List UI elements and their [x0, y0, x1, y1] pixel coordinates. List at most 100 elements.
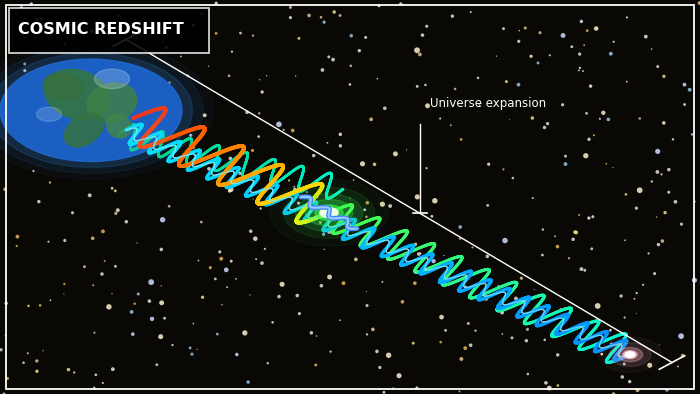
- Circle shape: [284, 187, 374, 238]
- Point: [373, 2, 384, 9]
- Point: [146, 279, 157, 285]
- Point: [357, 161, 368, 167]
- Point: [413, 251, 424, 257]
- Point: [132, 240, 143, 246]
- Circle shape: [305, 199, 353, 226]
- Point: [158, 39, 169, 46]
- Point: [519, 25, 531, 31]
- Point: [204, 166, 215, 172]
- Point: [306, 330, 317, 336]
- Point: [120, 219, 132, 225]
- Point: [544, 52, 555, 58]
- Point: [646, 178, 657, 185]
- Point: [325, 348, 336, 355]
- Point: [338, 280, 349, 286]
- Point: [261, 72, 272, 79]
- Point: [576, 18, 587, 24]
- Point: [482, 253, 493, 260]
- Point: [361, 303, 372, 309]
- Point: [586, 245, 597, 252]
- Point: [285, 15, 296, 21]
- Point: [97, 380, 108, 386]
- Point: [104, 304, 115, 310]
- Point: [204, 264, 216, 271]
- Point: [608, 39, 620, 45]
- Point: [192, 346, 203, 353]
- Point: [694, 0, 700, 6]
- Point: [498, 166, 509, 173]
- Point: [369, 161, 380, 167]
- Circle shape: [320, 208, 338, 218]
- Point: [146, 316, 158, 322]
- Ellipse shape: [64, 113, 104, 147]
- Point: [684, 87, 695, 93]
- Point: [679, 101, 690, 108]
- Point: [445, 122, 456, 128]
- Point: [335, 131, 346, 138]
- Point: [537, 252, 548, 258]
- Point: [316, 282, 327, 289]
- Point: [110, 263, 121, 269]
- Point: [245, 228, 256, 234]
- Ellipse shape: [87, 83, 137, 122]
- Point: [360, 214, 372, 220]
- Point: [414, 51, 426, 58]
- Point: [634, 187, 645, 193]
- Point: [28, 168, 39, 174]
- Point: [634, 115, 645, 122]
- Point: [467, 244, 478, 251]
- Point: [88, 282, 99, 288]
- Point: [225, 186, 237, 193]
- Point: [440, 327, 452, 333]
- Point: [273, 121, 284, 128]
- Point: [676, 333, 687, 339]
- Point: [438, 252, 449, 258]
- Point: [290, 73, 301, 79]
- Point: [420, 82, 431, 88]
- Point: [12, 234, 23, 240]
- Point: [679, 82, 690, 88]
- Circle shape: [0, 59, 182, 162]
- Point: [346, 33, 357, 39]
- Point: [552, 382, 564, 388]
- Point: [127, 331, 139, 337]
- Point: [378, 389, 389, 394]
- Point: [185, 132, 196, 139]
- Circle shape: [625, 352, 635, 357]
- Point: [564, 255, 575, 261]
- Point: [193, 257, 204, 264]
- Point: [126, 309, 137, 315]
- Point: [36, 16, 48, 22]
- Point: [383, 352, 394, 359]
- Point: [603, 116, 614, 123]
- Point: [619, 314, 630, 321]
- Point: [374, 364, 386, 371]
- Point: [63, 366, 74, 373]
- Circle shape: [315, 205, 343, 221]
- Point: [521, 338, 532, 344]
- Point: [188, 320, 199, 327]
- Point: [421, 23, 433, 30]
- Point: [156, 300, 167, 306]
- Point: [166, 142, 177, 148]
- Point: [22, 350, 34, 357]
- Point: [69, 114, 80, 120]
- Point: [48, 99, 59, 105]
- Point: [71, 97, 83, 103]
- Point: [97, 228, 108, 234]
- Point: [552, 243, 563, 250]
- Point: [292, 292, 303, 299]
- Point: [417, 32, 428, 38]
- Point: [59, 41, 70, 47]
- Point: [31, 30, 42, 36]
- Point: [133, 291, 144, 297]
- Point: [248, 196, 259, 202]
- Point: [513, 82, 524, 88]
- Point: [539, 336, 550, 343]
- Point: [640, 33, 652, 40]
- Point: [110, 188, 121, 194]
- Point: [646, 46, 657, 52]
- Point: [581, 110, 592, 117]
- Point: [253, 134, 264, 140]
- Point: [196, 219, 207, 225]
